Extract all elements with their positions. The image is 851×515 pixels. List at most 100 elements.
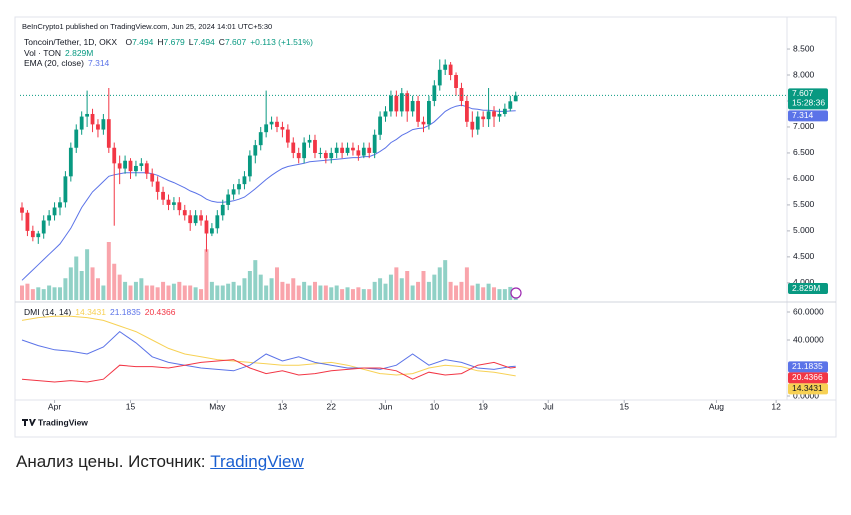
candle-body xyxy=(432,85,437,101)
dmi-badge-value: 20.4366 xyxy=(792,372,823,382)
candle-body xyxy=(193,215,198,224)
alert-icon xyxy=(510,287,522,299)
candle-body xyxy=(513,95,518,102)
volume-bar xyxy=(57,287,62,300)
dmi-badge xyxy=(788,383,828,395)
candle-body xyxy=(247,155,252,177)
dmi-badge xyxy=(788,372,828,384)
candle-body xyxy=(356,150,361,156)
x-tick-label: Jun xyxy=(379,401,393,411)
symbol: Toncoin/Tether, 1D, OKX xyxy=(24,37,117,47)
volume-bar xyxy=(318,285,323,300)
ema-badge xyxy=(788,110,828,122)
candle-body xyxy=(351,147,355,151)
candle-body xyxy=(492,111,496,117)
volume-bar xyxy=(275,267,279,300)
volume-bar xyxy=(90,267,95,300)
ohlc-value: 7.494 xyxy=(132,37,154,47)
y-tick-label: 4.000 xyxy=(793,277,815,287)
volume-bar xyxy=(302,281,307,300)
brand: TradingView xyxy=(38,417,88,427)
candle-body xyxy=(74,129,79,148)
volume-bar xyxy=(68,267,73,300)
volume-bar xyxy=(280,281,285,300)
y-tick-label: 6.500 xyxy=(793,147,815,157)
ohlc-prefix: L xyxy=(189,37,194,47)
volume-bar xyxy=(291,278,296,300)
volume-bar xyxy=(502,289,507,300)
dmi-line xyxy=(21,359,516,383)
source-link[interactable]: TradingView xyxy=(210,452,304,471)
volume-bar xyxy=(253,260,258,300)
candle-body xyxy=(242,176,247,185)
tv-logo: TradingView xyxy=(22,417,88,427)
price-badge-value: 7.607 xyxy=(792,88,814,98)
candle-body xyxy=(318,152,323,154)
candle-body xyxy=(410,100,415,112)
volume-bar xyxy=(399,278,404,300)
volume-bar xyxy=(36,287,41,300)
chart: BeInCrypto1 published on TradingView.com… xyxy=(14,16,837,438)
y-tick-label: 8.500 xyxy=(793,43,815,53)
volume-bar xyxy=(20,285,24,300)
volume-bar xyxy=(448,281,453,300)
volume-bar xyxy=(508,286,513,300)
volume-bar xyxy=(497,289,502,300)
volume-bar xyxy=(242,278,247,300)
candle-body xyxy=(139,163,144,166)
candle-body xyxy=(177,202,182,211)
candle-body xyxy=(389,95,393,112)
dmi-title: DMI (14, 14) xyxy=(24,307,71,317)
volume-bar xyxy=(117,274,122,300)
volume-bar xyxy=(215,285,220,300)
x-tick-label: Jul xyxy=(543,401,554,411)
x-tick-label: 19 xyxy=(478,401,488,411)
y-tick-label: 5.000 xyxy=(793,225,815,235)
candle-body xyxy=(502,108,507,114)
volume-bar xyxy=(95,278,100,300)
candle-body xyxy=(340,147,345,153)
candle-body xyxy=(215,215,220,229)
candle-body xyxy=(20,207,24,213)
x-tick-label: Aug xyxy=(709,401,724,411)
volume-bar xyxy=(41,289,46,300)
x-tick-label: 12 xyxy=(771,401,781,411)
y-tick-label: 5.500 xyxy=(793,199,815,209)
volume-bar xyxy=(492,287,497,300)
ohlc-prefix: C xyxy=(219,37,225,47)
candle-body xyxy=(291,142,296,153)
caption: Анализ цены. Источник: TradingView xyxy=(16,452,304,472)
candle-body xyxy=(470,121,475,130)
volume-bar xyxy=(405,271,410,300)
candle-body xyxy=(90,113,95,125)
dmi-value: 21.1835 xyxy=(110,307,141,317)
candle-body xyxy=(161,191,165,200)
candle-body xyxy=(275,121,279,127)
candle-body xyxy=(30,230,35,238)
candle-body xyxy=(253,145,258,156)
candle-body xyxy=(166,199,171,205)
y-tick-label: 6.000 xyxy=(793,173,815,183)
volume-bar xyxy=(182,285,187,300)
volume-bar xyxy=(350,289,355,300)
candle-body xyxy=(399,93,404,112)
x-tick-label: 13 xyxy=(278,401,288,411)
volume-name: Vol · TON xyxy=(24,48,61,58)
volume-bar xyxy=(312,281,317,300)
volume-bar xyxy=(388,274,393,300)
volume-bar xyxy=(383,283,388,300)
candle-body xyxy=(199,215,203,221)
candle-body xyxy=(394,95,399,112)
volume-bar xyxy=(231,281,236,300)
candle-body xyxy=(486,111,491,120)
volume-bar xyxy=(470,285,475,300)
volume-bar xyxy=(464,267,469,300)
candle-body xyxy=(25,212,30,231)
volume-bar xyxy=(454,285,459,300)
volume-bar xyxy=(323,285,328,300)
candle-body xyxy=(437,69,442,86)
volume-bar xyxy=(25,283,30,300)
volume-bar xyxy=(437,267,442,300)
x-tick-label: May xyxy=(209,401,226,411)
